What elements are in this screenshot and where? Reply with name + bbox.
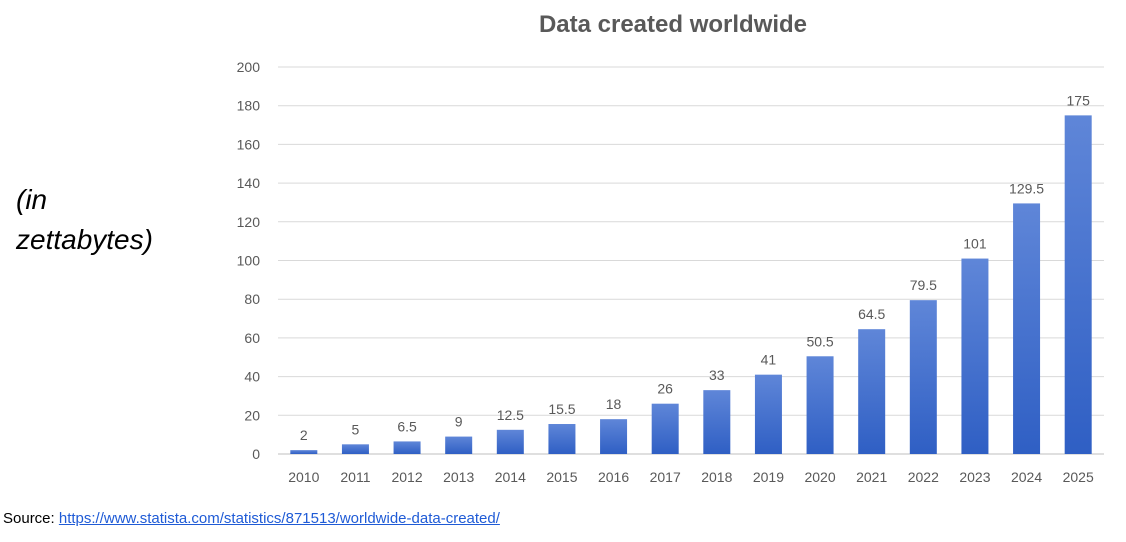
y-tick-label: 0 [252, 446, 260, 462]
gridlines [278, 66, 1104, 455]
data-label: 5 [352, 421, 360, 437]
data-label: 129.5 [1009, 180, 1044, 196]
data-label: 41 [761, 352, 777, 368]
x-axis-ticks: 2010 2011 2012 2013 2014 2015 2016 2017 2018 2019… [288, 469, 1094, 485]
y-tick-label: 120 [237, 214, 261, 230]
y-tick-label: 140 [237, 175, 261, 191]
bar [1064, 115, 1092, 454]
y-axis-ticks: 0 20 40 60 80 100 120 140 160 180 200 [237, 59, 261, 462]
bar [393, 441, 421, 454]
x-tick-label: 2012 [391, 469, 422, 485]
bar [961, 258, 989, 454]
x-tick-label: 2024 [1011, 469, 1042, 485]
x-tick-label: 2014 [495, 469, 526, 485]
x-tick-label: 2013 [443, 469, 474, 485]
x-tick-label: 2016 [598, 469, 629, 485]
y-tick-label: 60 [244, 330, 260, 346]
data-label: 175 [1067, 92, 1091, 108]
x-tick-label: 2022 [908, 469, 939, 485]
bar [1013, 203, 1041, 454]
bar [445, 436, 473, 454]
data-label: 79.5 [910, 277, 937, 293]
data-label: 50.5 [806, 333, 833, 349]
bar [703, 390, 731, 454]
x-tick-label: 2017 [650, 469, 681, 485]
bar [496, 429, 524, 454]
bar [600, 419, 628, 454]
data-label: 12.5 [497, 407, 524, 423]
bars [290, 115, 1092, 454]
source-line: Source: https://www.statista.com/statist… [3, 510, 500, 527]
x-tick-label: 2025 [1063, 469, 1094, 485]
bar [909, 300, 937, 454]
y-tick-label: 20 [244, 407, 260, 423]
data-label: 64.5 [858, 306, 885, 322]
bar [806, 356, 834, 454]
data-label: 2 [300, 427, 308, 443]
x-tick-label: 2010 [288, 469, 319, 485]
y-axis-unit-label: (in zettabytes) [16, 184, 153, 255]
x-tick-label: 2019 [753, 469, 784, 485]
source-link[interactable]: https://www.statista.com/statistics/8715… [58, 510, 500, 527]
data-label: 26 [657, 381, 673, 397]
bar-chart: Data created worldwide 0 20 40 60 80 100 120 14… [237, 11, 1104, 485]
bar [341, 444, 369, 454]
bar [754, 374, 782, 454]
y-tick-label: 80 [244, 291, 260, 307]
source-prefix: Source: [3, 510, 59, 527]
bar [651, 403, 679, 454]
data-label: 101 [963, 236, 987, 252]
bar [858, 329, 886, 454]
data-label: 33 [709, 367, 725, 383]
data-label: 15.5 [548, 401, 575, 417]
x-tick-label: 2015 [546, 469, 577, 485]
data-label: 18 [606, 396, 622, 412]
x-tick-label: 2021 [856, 469, 887, 485]
y-tick-label: 180 [237, 98, 261, 114]
x-tick-label: 2020 [804, 469, 835, 485]
y-tick-label: 160 [237, 136, 261, 152]
y-tick-label: 40 [244, 369, 260, 385]
x-tick-label: 2023 [959, 469, 990, 485]
x-tick-label: 2018 [701, 469, 732, 485]
data-label: 9 [455, 414, 463, 430]
data-labels: 2 5 6.5 9 12.5 15.5 18 26 33 41 50.5 64.5 79.5 101 129… [300, 92, 1090, 443]
data-label: 6.5 [397, 418, 417, 434]
bar [290, 450, 318, 454]
x-tick-label: 2011 [340, 469, 370, 485]
y-tick-label: 200 [237, 59, 261, 75]
bar [548, 424, 576, 454]
chart-title: Data created worldwide [539, 11, 807, 38]
y-tick-label: 100 [237, 253, 261, 269]
